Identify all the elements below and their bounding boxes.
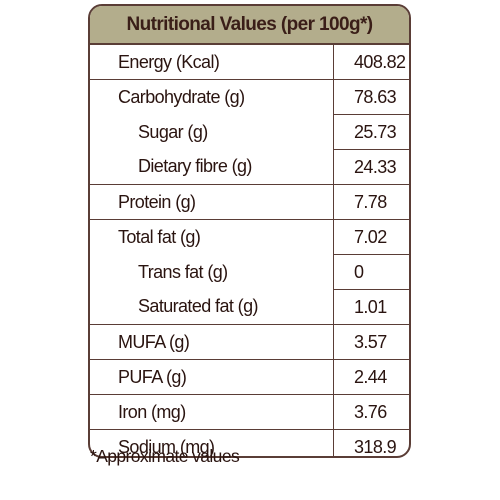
- row-label-total-fat: Total fat (g): [90, 219, 334, 255]
- table-row: Saturated fat (g) 1.01: [90, 289, 409, 325]
- row-label-protein: Protein (g): [90, 184, 334, 220]
- row-value-total-fat: 7.02: [333, 219, 409, 255]
- table-row: Energy (Kcal) 408.82: [90, 45, 409, 80]
- row-value-sugar: 25.73: [333, 114, 409, 150]
- row-value-protein: 7.78: [333, 184, 409, 220]
- row-label-pufa: PUFA (g): [90, 359, 334, 395]
- row-label-trans-fat: Trans fat (g): [90, 254, 334, 290]
- nutrition-grid: Energy (Kcal) 408.82 Carbohydrate (g) 78…: [90, 45, 409, 456]
- row-value-energy: 408.82: [354, 51, 406, 72]
- row-value-trans-fat: 0: [333, 254, 409, 290]
- row-label-saturated-fat: Saturated fat (g): [90, 289, 334, 325]
- row-label-iron: Iron (mg): [90, 394, 334, 430]
- row-value-iron: 3.76: [333, 394, 409, 430]
- footnote: *Approximate values: [90, 446, 240, 466]
- table-row: MUFA (g) 3.57: [90, 324, 409, 360]
- table-row: PUFA (g) 2.44: [90, 359, 409, 395]
- row-label-dietary-fibre: Dietary fibre (g): [90, 149, 334, 185]
- table-row: Sodium (mg) 318.9: [90, 429, 409, 456]
- table-row: Carbohydrate (g) 78.63: [90, 79, 409, 115]
- row-value-saturated-fat: 1.01: [333, 289, 409, 325]
- nutrition-table: Nutritional Values (per 100g*) Energy (K…: [88, 4, 411, 458]
- table-row: Total fat (g) 7.02: [90, 219, 409, 255]
- table-title: Nutritional Values (per 100g*): [90, 6, 409, 45]
- table-row: Trans fat (g) 0: [90, 254, 409, 290]
- row-value-dietary-fibre: 24.33: [333, 149, 409, 185]
- row-value-mufa: 3.57: [333, 324, 409, 360]
- row-label-mufa: MUFA (g): [90, 324, 334, 360]
- row-label-carbohydrate: Carbohydrate (g): [90, 79, 334, 115]
- table-row: Dietary fibre (g) 24.33: [90, 149, 409, 185]
- row-label-sugar: Sugar (g): [90, 114, 334, 150]
- row-value-pufa: 2.44: [333, 359, 409, 395]
- table-row: Protein (g) 7.78: [90, 184, 409, 220]
- table-row: Sugar (g) 25.73: [90, 114, 409, 150]
- table-row: Iron (mg) 3.76: [90, 394, 409, 430]
- row-value-sodium: 318.9: [333, 429, 409, 456]
- row-value-carbohydrate: 78.63: [333, 79, 409, 115]
- row-label-energy: Energy (Kcal): [90, 45, 334, 80]
- row-label-sodium: Sodium (mg): [90, 429, 334, 456]
